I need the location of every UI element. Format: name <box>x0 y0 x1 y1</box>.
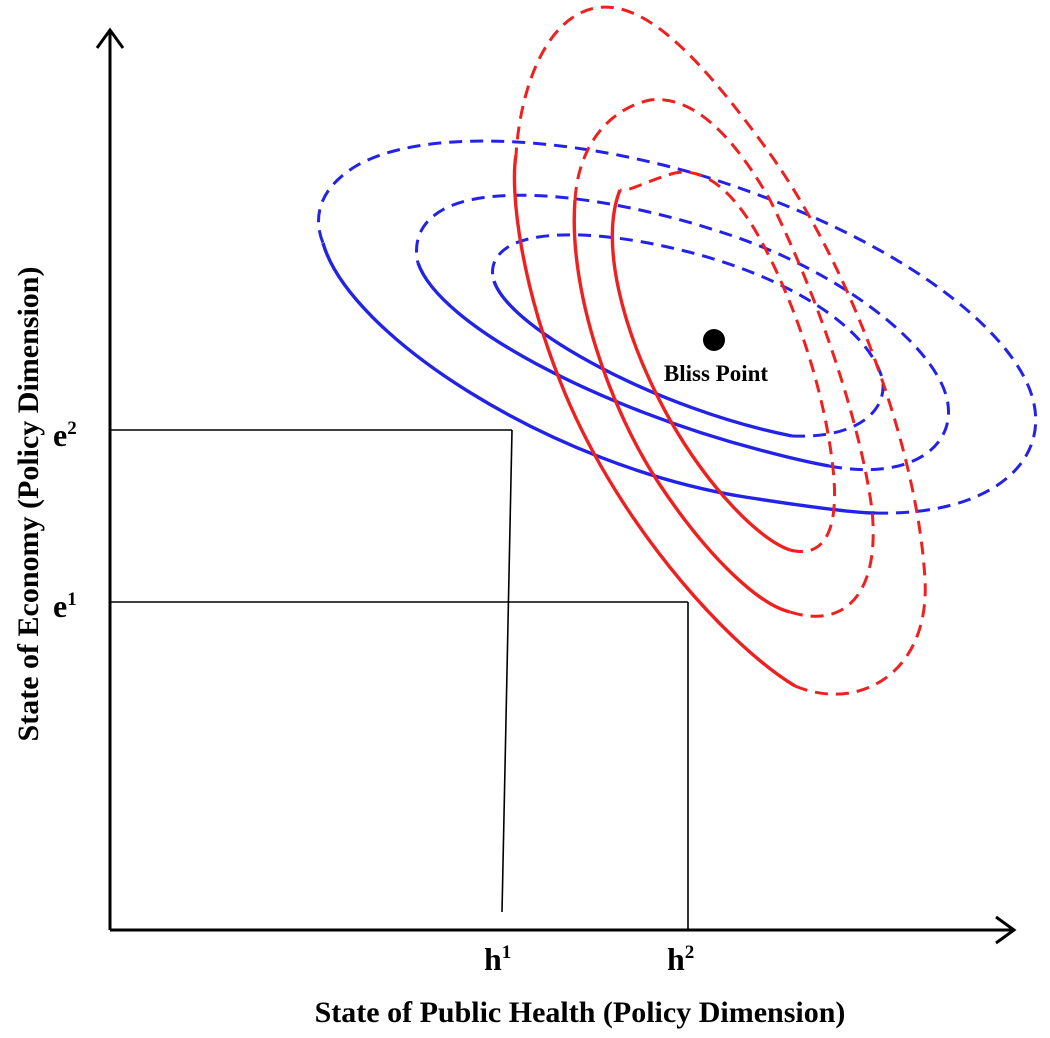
e1-tick-label: e1 <box>53 588 77 624</box>
h2-base: h <box>667 941 685 977</box>
h1-superscript: 1 <box>502 942 512 963</box>
health-curve-middle-dashed <box>573 98 875 618</box>
x-axis-title: State of Public Health (Policy Dimension… <box>315 996 846 1029</box>
e2-superscript: 2 <box>67 418 77 439</box>
economy-curve-middle-dashed <box>415 193 950 472</box>
y-axis-title: State of Economy (Policy Dimension) <box>12 267 45 742</box>
economy-curve-outer-solid <box>321 242 876 515</box>
health-indifference-curves <box>512 5 927 696</box>
e1-superscript: 1 <box>67 589 77 610</box>
y-axis-arrowhead <box>95 27 125 49</box>
h2-tick-label: h2 <box>667 941 694 977</box>
health-curve-outer-solid <box>512 154 796 688</box>
health-curve-outer-dashed <box>514 5 927 696</box>
economy-curve-middle-solid <box>416 262 830 468</box>
health-curve-middle-solid <box>572 199 791 614</box>
health-curve-inner-solid <box>610 189 791 552</box>
economy-curve-inner-dashed <box>491 233 885 438</box>
e1-base: e <box>53 588 67 624</box>
economy-curve-inner-solid <box>492 280 793 438</box>
economy-indifference-curves <box>317 139 1038 515</box>
economy-curve-outer-dashed <box>317 139 1038 515</box>
bliss-point-dot <box>703 329 725 351</box>
bliss-point-label: Bliss Point <box>664 361 769 386</box>
e2-tick-label: e2 <box>53 417 77 453</box>
x-axis-arrowhead <box>995 915 1017 945</box>
h1-tick-label: h1 <box>484 941 511 977</box>
health-curve-inner-dashed <box>619 170 836 553</box>
h2-superscript: 2 <box>685 942 695 963</box>
h1-base: h <box>484 941 502 977</box>
h1-guide-line <box>501 429 513 913</box>
e2-base: e <box>53 417 67 453</box>
